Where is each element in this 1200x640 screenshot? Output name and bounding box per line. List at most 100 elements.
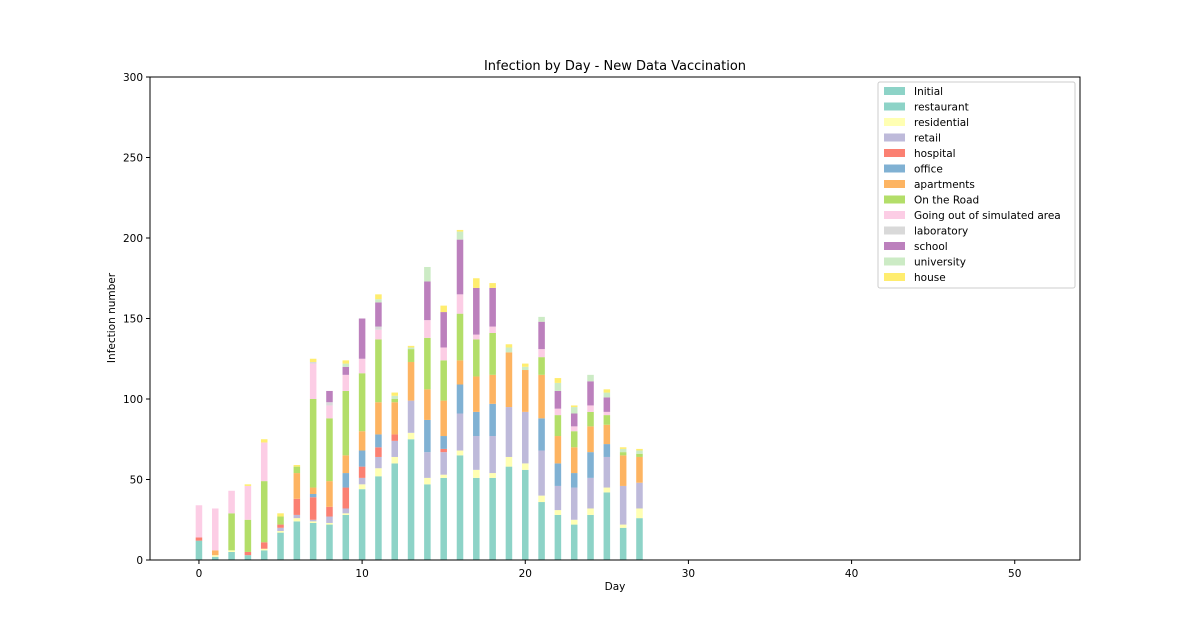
legend-swatch [884,195,905,204]
legend-label: office [914,164,943,176]
bar-segment-apartments-day-17 [473,376,480,412]
y-tick-label: 50 [130,475,143,487]
bar-segment-laboratory-day-8 [326,402,333,406]
bar-segment-residential-day-4 [260,548,268,551]
bar-segment-apartments-day-8 [326,481,333,507]
bar-segment-retail-day-5 [277,527,284,532]
x-axis-label: Day [605,581,626,593]
bar-segment-on-the-road-day-5 [277,516,284,525]
bar-segment-restaurant-day-23 [570,524,578,560]
bar-segment-restaurant-day-6 [293,521,301,560]
bar-segment-university-day-20 [522,366,529,371]
bar-segment-house-day-22 [554,378,562,383]
bar-segment-hospital-day-0 [195,537,203,541]
bar-segment-going-out-of-simulated-area-day-8 [326,405,333,419]
bar-segment-residential-day-6 [293,518,301,522]
bar-segment-residential-day-14 [424,477,431,485]
bar-segment-on-the-road-day-6 [293,466,301,474]
x-tick-label: 20 [519,568,532,580]
bar-segment-office-day-17 [473,411,480,437]
bar-segment-restaurant-day-12 [391,463,398,560]
bar-segment-going-out-of-simulated-area-day-10 [358,358,366,374]
bar-segment-school-day-11 [375,302,382,327]
bar-segment-hospital-day-6 [293,498,301,515]
bar-segment-residential-day-18 [489,473,496,478]
bar-segment-hospital-day-12 [391,434,398,441]
x-tick-label: 40 [845,568,858,580]
bar-segment-office-day-10 [358,450,366,467]
bar-segment-university-day-27 [636,450,643,454]
bar-segment-house-day-4 [260,439,268,443]
bar-segment-apartments-day-7 [309,487,317,494]
bar-segment-residential-day-8 [326,522,333,525]
bar-segment-university-day-12 [391,395,398,399]
bar-segment-residential-day-15 [440,474,447,478]
bar-segment-retail-day-25 [603,456,611,488]
bar-segment-house-day-25 [603,389,611,393]
bar-segment-going-out-of-simulated-area-day-25 [603,411,611,416]
bar-segment-office-day-11 [375,434,382,448]
legend-swatch [884,180,905,188]
bar-segment-residential-day-13 [407,432,415,440]
bar-segment-office-day-24 [587,452,594,478]
bar-segment-retail-day-23 [570,487,578,520]
legend-swatch [884,133,905,142]
legend-swatch [884,211,905,219]
bar-segment-going-out-of-simulated-area-day-16 [456,294,464,314]
bar-segment-apartments-day-25 [603,424,611,445]
legend-swatch [884,273,905,281]
bar-segment-house-day-7 [309,358,317,362]
bar-segment-apartments-day-27 [636,456,643,483]
bar-segment-apartments-day-11 [375,402,382,435]
bar-segment-house-day-16 [456,229,464,232]
bar-segment-house-day-18 [489,283,496,288]
bar-segment-restaurant-day-1 [212,556,219,560]
bar-segment-on-the-road-day-9 [342,390,350,456]
bar-segment-on-the-road-day-11 [375,339,382,403]
bar-segment-restaurant-day-5 [277,532,284,560]
bar-segment-on-the-road-day-17 [473,339,480,377]
bar-segment-restaurant-day-17 [473,477,480,560]
bar-segment-residential-day-22 [554,510,562,515]
bar-segment-going-out-of-simulated-area-day-9 [342,374,350,391]
bar-segment-school-day-9 [342,366,350,375]
bar-segment-retail-day-10 [358,477,366,485]
legend: Initial restaurant residential retail hospit… [877,81,1076,289]
bar-segment-retail-day-13 [407,400,415,433]
bar-segment-apartments-day-19 [505,352,513,408]
bar-segment-going-out-of-simulated-area-day-24 [587,405,594,412]
bar-segment-apartments-day-20 [522,370,529,412]
bar-segment-retail-day-11 [375,456,382,469]
bar-segment-retail-day-16 [456,413,464,451]
bar-segment-office-day-16 [456,384,464,414]
bar-segment-retail-day-9 [342,508,350,514]
bar-segment-house-day-27 [636,448,643,451]
bar-segment-apartments-day-22 [554,436,562,464]
bar-segment-on-the-road-day-21 [538,357,545,375]
bar-segment-restaurant-day-18 [489,477,496,560]
bar-segment-retail-day-6 [293,514,301,519]
bar-segment-school-day-8 [326,390,333,403]
bar-segment-residential-day-19 [505,456,513,467]
bar-segment-retail-day-18 [489,436,496,474]
bar-segment-on-the-road-day-25 [603,415,611,425]
bar-segment-apartments-day-10 [358,431,366,451]
bar-segment-house-day-15 [440,305,447,313]
bar-segment-restaurant-day-11 [375,476,382,560]
legend-label: university [914,257,966,269]
bar-segment-office-day-9 [342,473,350,488]
bar-segment-residential-day-25 [603,487,611,493]
bar-segment-residential-day-24 [587,508,594,515]
bar-segment-restaurant-day-3 [244,555,252,560]
legend-swatch [884,257,905,266]
legend-label: retail [914,133,941,145]
bar-segment-residential-day-2 [228,550,235,552]
bar-segment-restaurant-day-8 [326,524,333,560]
y-tick-label: 0 [136,555,143,567]
bar-segment-laboratory-day-11 [375,326,382,330]
bar-segment-retail-day-15 [440,452,447,475]
bar-segment-apartments-day-21 [538,374,545,419]
bar-segment-office-day-15 [440,436,447,449]
bar-segment-school-day-15 [440,312,447,348]
bar-segment-restaurant-day-21 [538,502,545,560]
